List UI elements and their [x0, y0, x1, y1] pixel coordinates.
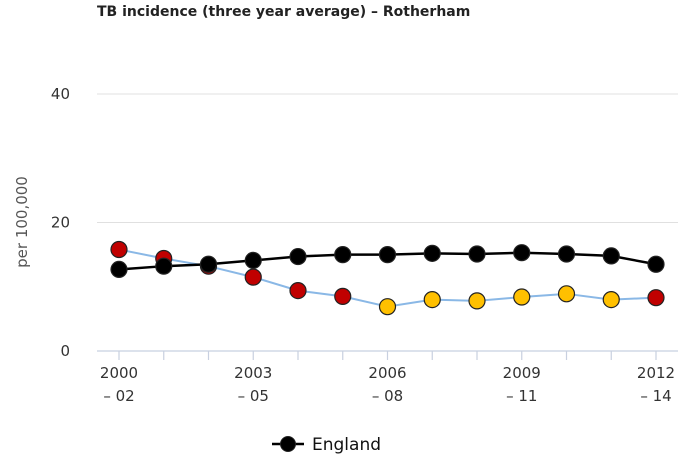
england-point — [289, 247, 307, 266]
x-axis-tick-labels: 2000 – 02 2003 – 05 2006 – 08 2009 – 11 2012 – 14 — [100, 364, 675, 405]
y-tick-label-20: 20 — [51, 214, 70, 232]
rotherham-point — [557, 285, 576, 303]
england-point — [602, 247, 620, 265]
chart-title: TB incidence (three year average) – Roth… — [97, 4, 471, 20]
legend-england-marker — [280, 436, 296, 452]
rotherham-point — [334, 287, 352, 305]
y-axis-label: per 100,000 — [13, 176, 31, 268]
x-tick-label: 2003 — [234, 364, 272, 382]
x-tick-label: – 02 — [103, 387, 134, 405]
grid-lines — [97, 93, 678, 223]
england-point — [378, 246, 397, 264]
england-point — [199, 255, 218, 273]
england-point — [110, 260, 128, 279]
england-point — [647, 255, 665, 273]
england-point — [244, 251, 262, 270]
y-tick-label-40: 40 — [51, 85, 70, 103]
england-point — [468, 245, 486, 263]
x-axis — [97, 350, 678, 360]
rotherham-point — [602, 291, 620, 309]
y-tick-label-0: 0 — [60, 342, 70, 360]
series-england — [110, 244, 665, 279]
england-point — [155, 257, 173, 275]
x-tick-label: 2012 — [637, 364, 675, 382]
rotherham-point — [647, 289, 665, 307]
rotherham-point — [289, 282, 307, 300]
x-tick-label: 2009 — [503, 364, 541, 382]
england-point — [557, 245, 576, 263]
england-point — [334, 246, 352, 264]
rotherham-point — [244, 268, 262, 286]
legend-item-england[interactable]: England — [312, 435, 381, 454]
england-point — [513, 244, 531, 262]
rotherham-point — [468, 292, 486, 310]
x-tick-label: 2006 — [368, 364, 406, 382]
x-tick-label: – 11 — [506, 387, 537, 405]
x-tick-label: – 05 — [238, 387, 269, 405]
y-axis-tick-labels: 0 20 40 — [51, 85, 70, 360]
rotherham-point — [378, 298, 397, 316]
x-tick-label: – 08 — [372, 387, 403, 405]
legend[interactable]: England — [272, 435, 381, 454]
series-layer — [110, 240, 665, 316]
x-tick-label: – 14 — [640, 387, 671, 405]
x-tick-label: 2000 — [100, 364, 138, 382]
rotherham-point — [423, 291, 441, 309]
rotherham-point — [513, 288, 531, 306]
england-point — [423, 244, 441, 262]
rotherham-point — [110, 240, 128, 259]
